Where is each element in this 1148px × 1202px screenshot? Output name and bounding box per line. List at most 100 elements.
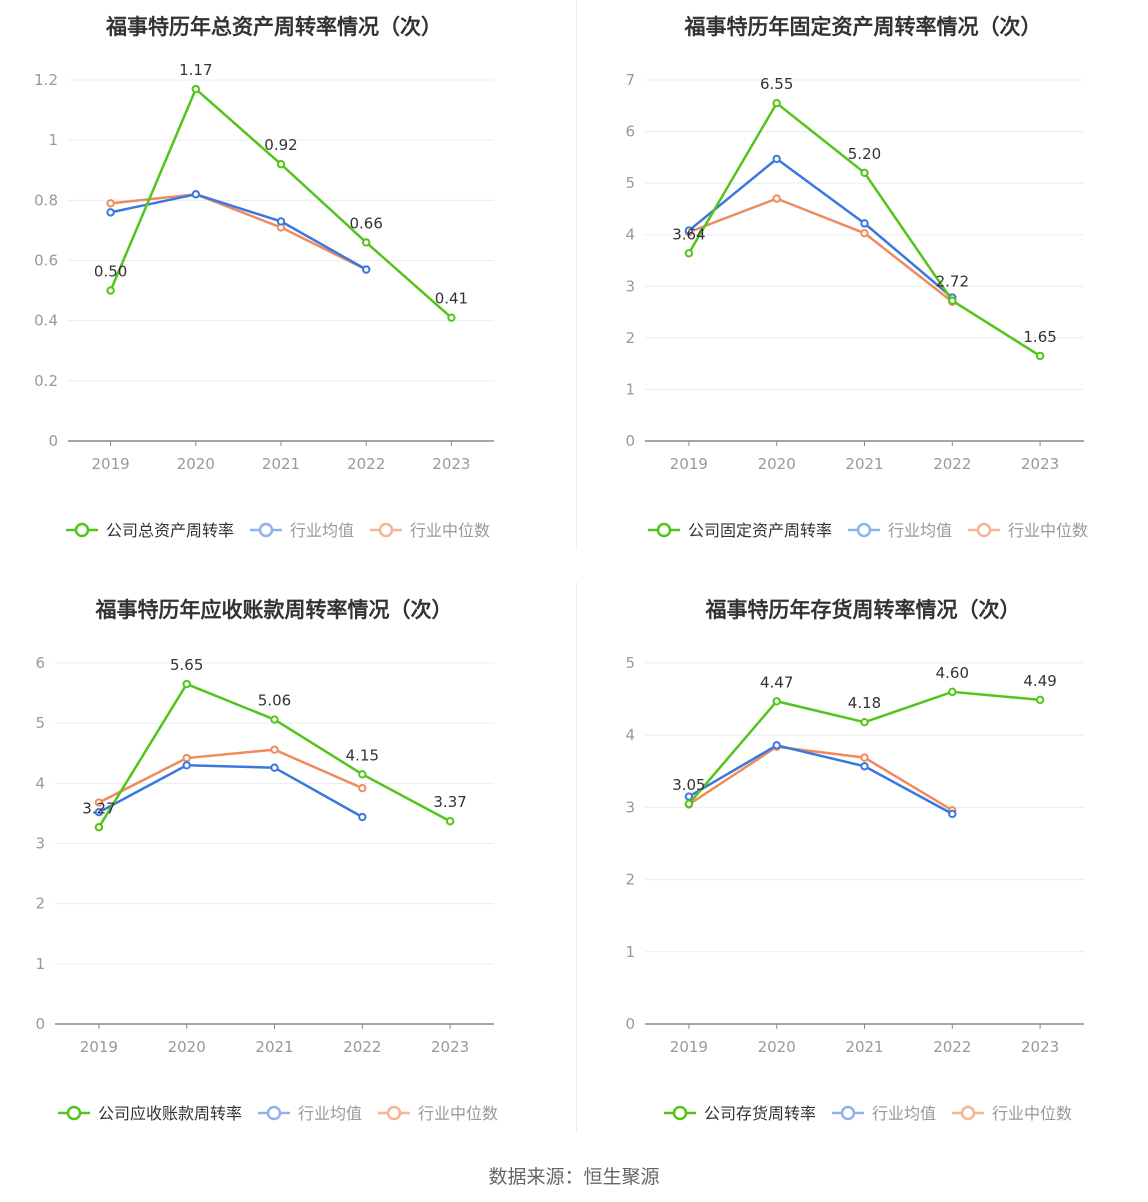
- legend-label-median: 行业中位数: [418, 1104, 498, 1123]
- data-point-median: [772, 194, 781, 203]
- data-point-median: [94, 798, 104, 807]
- data-label: 4.15: [346, 746, 379, 764]
- x-tick-label: 2021: [262, 455, 300, 473]
- data-label: 4.47: [760, 673, 793, 691]
- y-tick-label: 1: [35, 955, 45, 973]
- x-tick-label: 2023: [1021, 455, 1059, 473]
- legend-label-median: 行业中位数: [1008, 521, 1088, 540]
- y-tick-label: 5: [625, 174, 635, 192]
- legend-marker-avg: [258, 522, 274, 538]
- legend-marker-median: [378, 522, 394, 538]
- data-point-avg: [94, 808, 104, 817]
- y-tick-label: 0.2: [34, 372, 58, 390]
- data-label: 4.18: [848, 694, 881, 712]
- series-line-median: [688, 197, 954, 303]
- series-line-avg: [688, 157, 954, 299]
- data-point-avg: [772, 154, 781, 164]
- legend-label-company: 公司应收账款周转率: [98, 1104, 242, 1123]
- y-tick-label: 2: [625, 329, 635, 347]
- data-point-company: [445, 817, 455, 826]
- data-label: 2.72: [936, 273, 969, 291]
- data-point-median: [358, 783, 367, 793]
- y-tick-label: 4: [35, 774, 45, 792]
- data-point-median: [182, 753, 191, 763]
- y-tick-label: 1: [625, 380, 635, 398]
- data-point-median: [860, 228, 869, 238]
- data-point-company: [1035, 695, 1045, 705]
- chart-receivables-turnover: 福事特历年应收账款周转率情况（次） 0 1 2 3 4 5 6 2019 2020 2021 2022…: [0, 582, 574, 1164]
- data-point-company: [772, 99, 781, 108]
- chart-total-asset-turnover: 福事特历年总资产周转率情况（次） 0 0.2 0.4 0.6 0.8 1 1.2 2019 202…: [0, 0, 574, 582]
- legend-marker-avg: [840, 1105, 856, 1121]
- legend-marker-company: [672, 1105, 688, 1121]
- legend-marker-median: [386, 1105, 402, 1121]
- y-tick-label: 0: [625, 432, 635, 450]
- x-tick-label: 2020: [168, 1038, 206, 1056]
- data-point-median: [270, 745, 279, 754]
- data-point-company: [191, 84, 201, 94]
- data-point-avg: [772, 741, 781, 750]
- data-point-median: [860, 753, 869, 762]
- series-line-median: [688, 745, 953, 812]
- data-point-avg: [948, 809, 957, 819]
- chart-title: 福事特历年总资产周转率情况（次）: [105, 15, 442, 39]
- data-point-company: [684, 249, 694, 258]
- data-point-avg: [182, 761, 191, 770]
- data-label: 0.66: [349, 214, 382, 232]
- x-tick-label: 2020: [758, 1038, 796, 1056]
- data-point-company: [358, 770, 367, 779]
- data-point-avg: [362, 265, 371, 274]
- y-tick-label: 5: [35, 714, 45, 732]
- legend-marker-median: [976, 522, 992, 538]
- data-point-company: [948, 687, 957, 697]
- data-point-company: [106, 286, 115, 295]
- legend-marker-avg: [266, 1105, 282, 1121]
- x-tick-label: 2023: [431, 1038, 469, 1056]
- legend-label-median: 行业中位数: [992, 1104, 1072, 1123]
- x-tick-label: 2019: [92, 455, 130, 473]
- series-line-avg: [110, 193, 367, 271]
- chart-svg: 福事特历年存货周转率情况（次） 0 1 2 3 4 5 2019 2020 2021 2022 202…: [625, 598, 1084, 1123]
- data-point-avg: [191, 190, 201, 199]
- y-tick-label: 1.2: [34, 71, 58, 89]
- data-point-company: [362, 238, 371, 247]
- chart-svg: 福事特历年总资产周转率情况（次） 0 0.2 0.4 0.6 0.8 1 1.2 2019 202…: [34, 15, 494, 540]
- chart-inventory-turnover: 福事特历年存货周转率情况（次） 0 1 2 3 4 5 2019 2020 2021 2022 202…: [574, 582, 1148, 1164]
- data-point-avg: [106, 208, 115, 217]
- y-tick-label: 3: [625, 277, 635, 295]
- y-tick-label: 0.4: [34, 312, 58, 330]
- data-point-avg: [276, 217, 286, 226]
- legend-label-avg: 行业均值: [298, 1104, 362, 1123]
- data-label: 3.37: [433, 793, 466, 811]
- vertical-divider-bottom: [576, 582, 577, 1132]
- data-label: 1.17: [179, 61, 212, 79]
- legend-label-median: 行业中位数: [410, 521, 490, 540]
- data-label: 5.65: [170, 656, 203, 674]
- data-point-avg: [270, 763, 279, 772]
- chart-svg: 福事特历年应收账款周转率情况（次） 0 1 2 3 4 5 6 2019 2020 2021 2022…: [35, 598, 498, 1123]
- data-label: 1.65: [1023, 328, 1056, 346]
- legend-marker-company: [66, 1105, 82, 1121]
- x-tick-label: 2019: [80, 1038, 118, 1056]
- data-point-company: [1035, 351, 1045, 361]
- data-point-avg: [358, 812, 367, 822]
- chart-svg: 福事特历年固定资产周转率情况（次） 0 1 2 3 4 5 6 7 2019 2020 2021 202…: [625, 15, 1088, 540]
- y-tick-label: 3: [35, 835, 45, 853]
- legend-label-company: 公司总资产周转率: [106, 521, 234, 540]
- chart-title: 福事特历年固定资产周转率情况（次）: [684, 15, 1042, 39]
- chart-title: 福事特历年存货周转率情况（次）: [705, 598, 1021, 622]
- y-tick-label: 4: [625, 726, 635, 744]
- data-point-company: [948, 296, 957, 305]
- data-point-company: [94, 823, 104, 832]
- data-point-company: [276, 160, 286, 169]
- data-label: 4.49: [1023, 672, 1056, 690]
- data-label: 6.55: [760, 75, 793, 93]
- y-tick-label: 4: [625, 226, 635, 244]
- data-point-avg: [684, 226, 694, 235]
- data-point-avg: [684, 792, 694, 801]
- series-line-median: [98, 748, 363, 804]
- data-point-avg: [860, 219, 869, 228]
- y-tick-label: 3: [625, 798, 635, 816]
- x-tick-label: 2023: [432, 455, 470, 473]
- data-label: 3.05: [672, 776, 705, 794]
